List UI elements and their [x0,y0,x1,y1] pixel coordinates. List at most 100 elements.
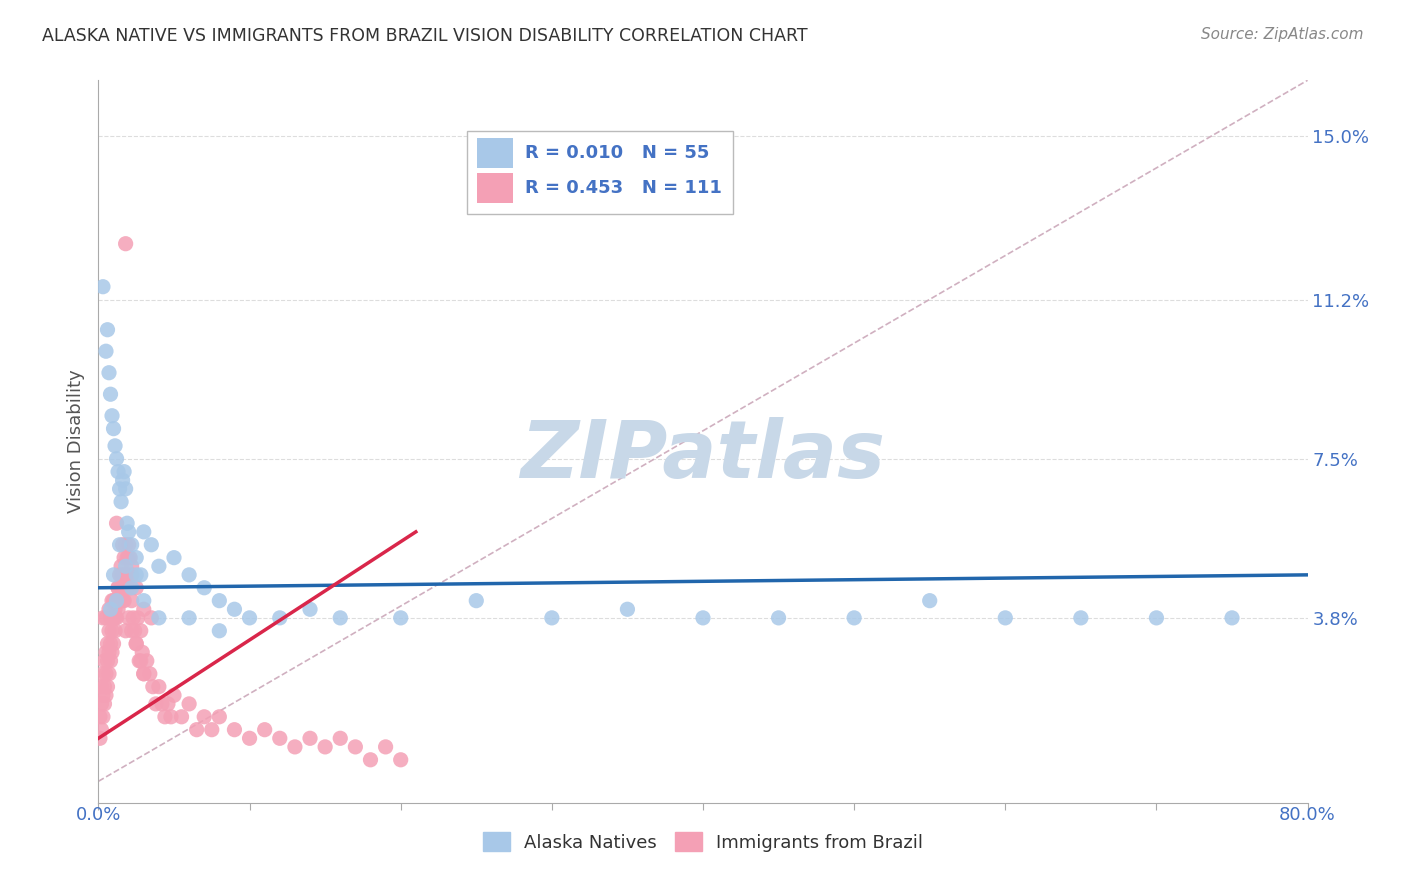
Point [89,710,111,724]
Point [148,680,170,694]
Point [103,611,125,625]
Point [131,645,153,659]
Point [90,723,112,737]
Point [121,624,143,638]
Point [105,593,128,607]
Point [125,637,148,651]
Point [104,624,127,638]
Point [89,731,111,746]
Point [94,688,117,702]
Point [692,611,714,625]
Point [112,581,135,595]
Y-axis label: Vision Disability: Vision Disability [66,369,84,514]
Point [91,666,114,681]
Point [193,581,215,595]
Point [224,723,246,737]
Point [111,593,134,607]
Text: ZIPatlas: ZIPatlas [520,417,886,495]
Point [299,731,322,746]
Point [121,593,143,607]
Point [193,710,215,724]
Point [148,611,170,625]
Point [90,697,112,711]
Point [124,624,146,638]
Point [115,516,138,531]
Point [239,731,262,746]
Point [111,567,134,582]
Point [465,593,488,607]
Point [994,611,1017,625]
Point [114,236,136,251]
Point [118,550,141,565]
Point [208,624,231,638]
Point [111,473,134,487]
Point [284,739,307,754]
Point [224,602,246,616]
Point [110,559,132,574]
Point [101,645,124,659]
Point [98,366,121,380]
Point [91,279,114,293]
Point [129,624,152,638]
Point [110,567,132,582]
Point [118,538,141,552]
Point [112,550,135,565]
Point [105,593,128,607]
Point [107,465,129,479]
FancyBboxPatch shape [477,173,513,203]
Point [125,550,148,565]
Point [120,550,142,565]
Point [128,654,150,668]
Point [239,611,262,625]
Point [114,624,136,638]
Point [153,710,176,724]
Point [360,753,382,767]
Point [389,753,412,767]
Point [125,581,148,595]
Point [94,611,117,625]
Point [253,723,276,737]
Point [299,602,322,616]
Point [540,611,562,625]
Point [374,739,396,754]
Point [135,654,157,668]
Point [127,611,149,625]
Point [141,611,163,625]
Point [108,482,131,496]
Point [104,439,127,453]
Point [91,710,114,724]
Point [107,602,129,616]
Point [120,581,142,595]
Point [108,538,131,552]
Point [179,697,201,711]
Point [114,567,136,582]
Point [107,581,129,595]
Point [121,567,143,582]
Point [103,422,125,436]
Point [132,666,155,681]
Point [101,593,124,607]
Text: Source: ZipAtlas.com: Source: ZipAtlas.com [1201,27,1364,42]
Point [96,323,118,337]
Point [103,593,125,607]
Point [132,666,155,681]
Point [100,387,122,401]
Point [93,654,115,668]
Point [110,581,132,595]
FancyBboxPatch shape [477,138,513,169]
Point [98,624,121,638]
Point [105,451,128,466]
Text: R = 0.010   N = 55: R = 0.010 N = 55 [526,145,710,162]
Point [100,602,122,616]
Point [132,524,155,539]
Point [129,567,152,582]
Point [329,731,352,746]
Point [132,593,155,607]
Point [103,637,125,651]
Point [179,611,201,625]
Point [114,567,136,582]
Point [269,731,291,746]
Point [150,697,173,711]
Point [112,465,135,479]
Text: 80.0%: 80.0% [1279,806,1336,824]
